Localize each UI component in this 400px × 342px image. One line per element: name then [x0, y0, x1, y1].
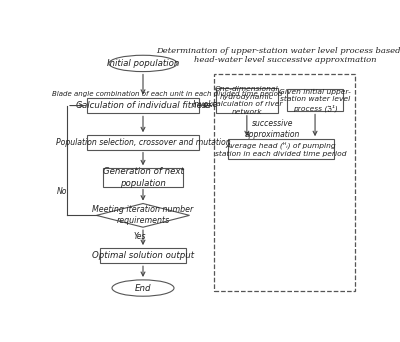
Text: Given initial upper-
station water level
process (ℨ¹): Given initial upper- station water level… [279, 89, 351, 112]
Bar [214, 74, 355, 291]
Text: End: End [135, 284, 151, 292]
Text: Average head (ᴴᵢ) of pumping
station in each divided time period: Average head (ᴴᵢ) of pumping station in … [215, 142, 347, 157]
Bar [287, 89, 343, 111]
Text: Optimal solution output: Optimal solution output [92, 251, 194, 260]
Text: successive
approximation: successive approximation [245, 119, 300, 139]
Text: Calculation of individual fitness: Calculation of individual fitness [76, 101, 210, 110]
Bar [103, 168, 183, 187]
Bar [87, 98, 199, 114]
Ellipse shape [112, 280, 174, 296]
Text: Determination of upper-station water level process based on
head-water level suc: Determination of upper-station water lev… [156, 47, 400, 64]
Text: One-dimensional
hydrodynamic
calculation of river
network: One-dimensional hydrodynamic calculation… [212, 86, 282, 115]
Ellipse shape [109, 55, 177, 71]
Text: Generation of next
population: Generation of next population [102, 167, 184, 187]
Bar [216, 88, 278, 113]
Text: Population selection, crossover and mutation: Population selection, crossover and muta… [56, 138, 230, 147]
Bar [87, 135, 199, 150]
Bar [228, 139, 334, 159]
Bar [100, 248, 186, 263]
Text: Yes: Yes [134, 232, 146, 241]
Text: Initial population: Initial population [107, 59, 179, 68]
Text: No: No [57, 187, 68, 196]
Text: Meeting iteration number
requirements: Meeting iteration number requirements [92, 205, 194, 225]
Text: Blade angle combination of each unit in each divided time period: Blade angle combination of each unit in … [52, 91, 282, 97]
Text: Invoke: Invoke [192, 100, 218, 109]
Polygon shape [96, 203, 190, 227]
